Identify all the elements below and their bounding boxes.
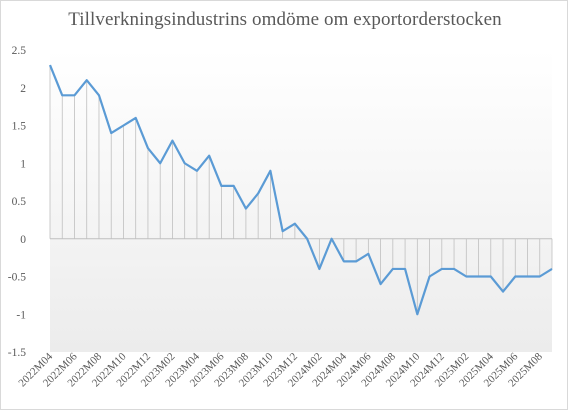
y-tick-label: 0 xyxy=(20,234,26,246)
y-tick-label: 1 xyxy=(20,158,26,170)
y-tick-label: 0.5 xyxy=(12,196,27,208)
plot-area xyxy=(50,50,552,352)
y-tick-label: 2 xyxy=(20,83,26,95)
y-tick-label: 2.5 xyxy=(12,45,27,57)
y-tick-label: -1 xyxy=(16,309,26,321)
chart-title: Tillverkningsindustrins omdöme om export… xyxy=(68,9,502,30)
series-line xyxy=(48,64,553,316)
y-tick-label: -0.5 xyxy=(8,272,26,284)
y-tick-label: -1.5 xyxy=(8,347,26,359)
y-tick-label: 1.5 xyxy=(12,121,27,133)
